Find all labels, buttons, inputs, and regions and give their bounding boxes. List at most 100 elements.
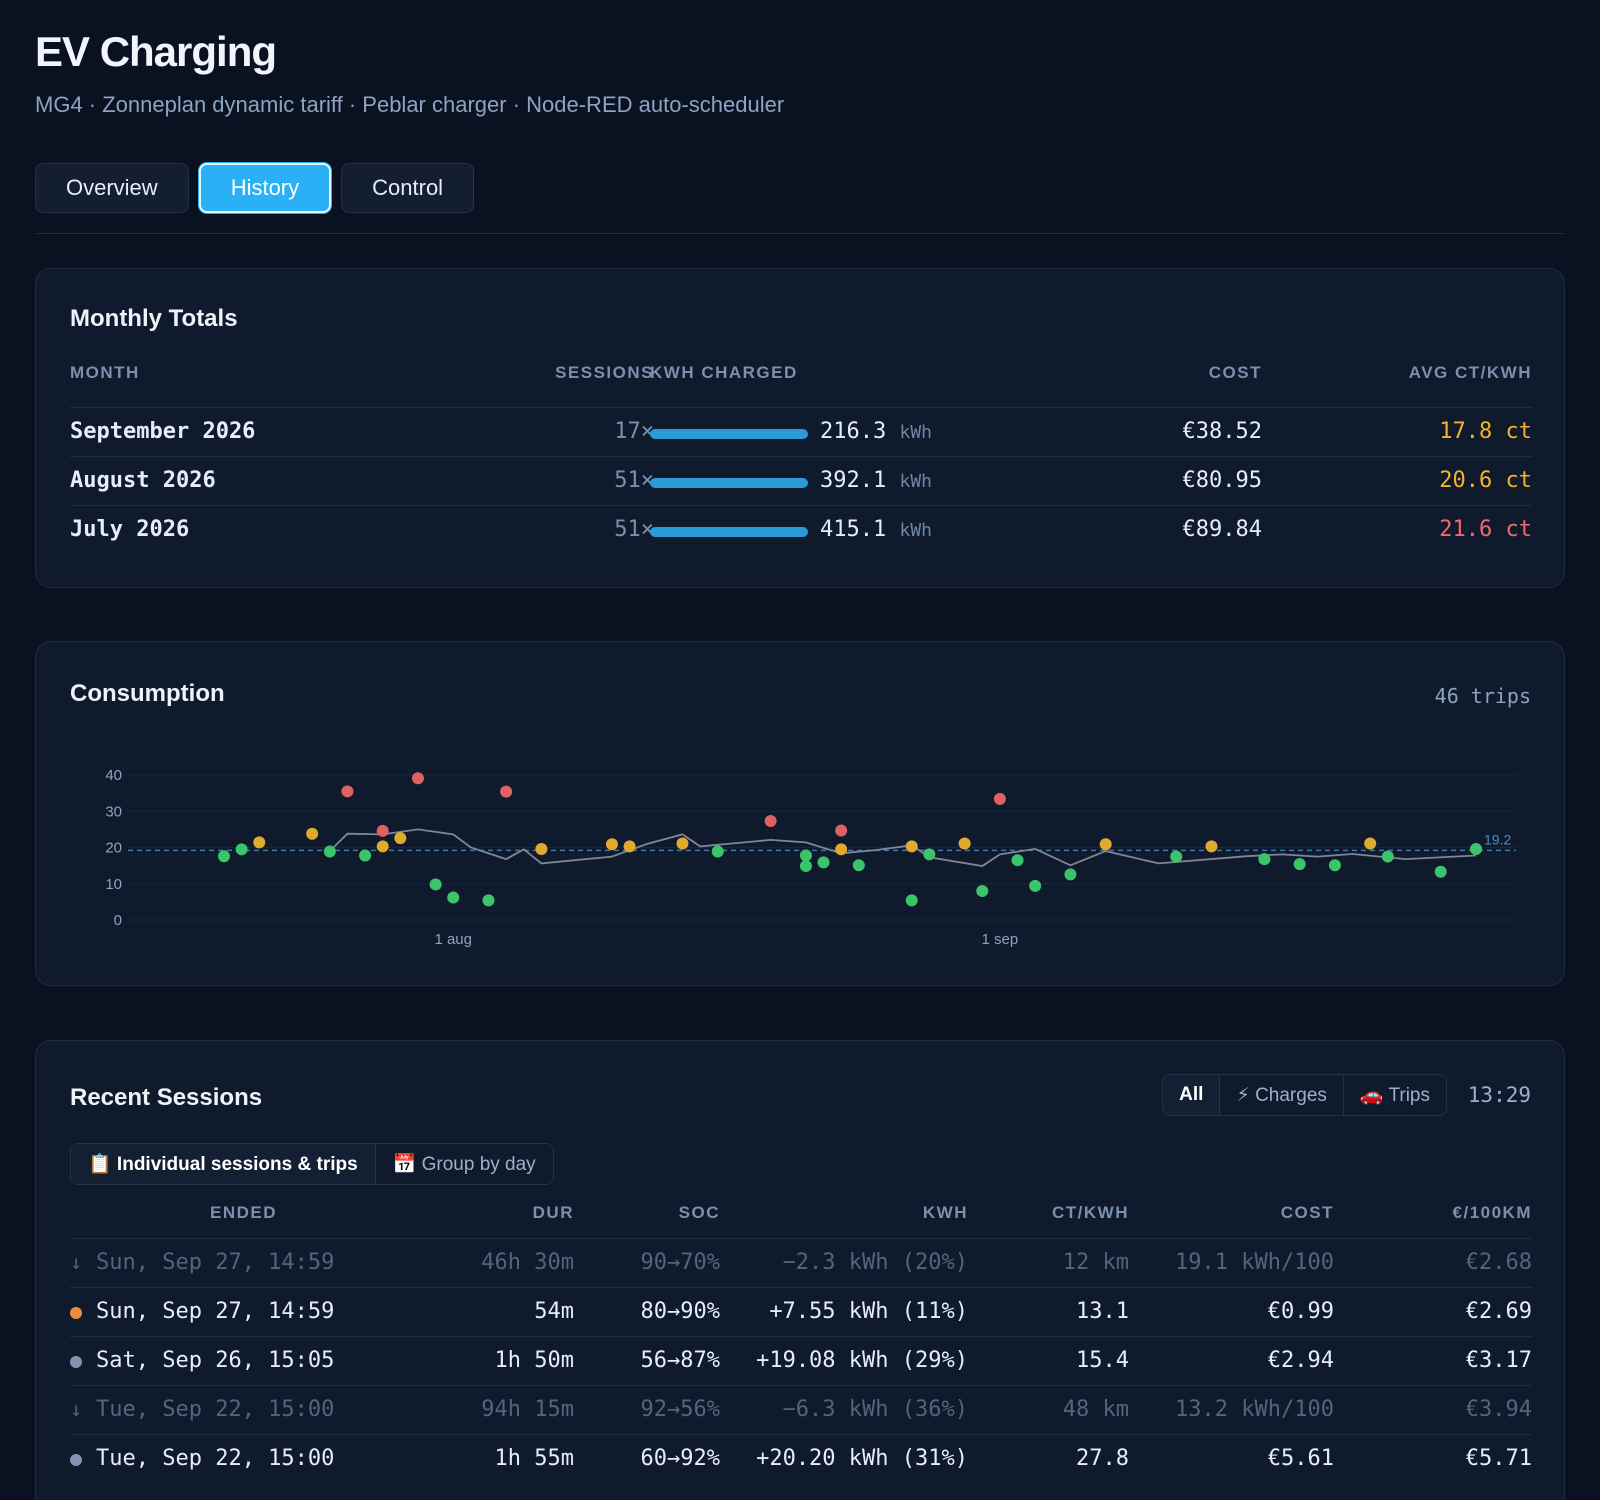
avg-cell: 20.6 ct xyxy=(1439,468,1532,493)
page-title: EV Charging xyxy=(35,28,277,75)
view-individual[interactable]: 📋 Individual sessions & trips xyxy=(71,1144,375,1184)
data-point xyxy=(1099,838,1112,851)
trip-row[interactable]: ↓ Tue, Sep 22, 15:00 94h 15m 92→56% −6.3 kWh… xyxy=(70,1385,1532,1434)
data-point xyxy=(958,837,971,850)
recent-sessions-card: Recent Sessions All ⚡ Charges 🚗 Trips 13… xyxy=(35,1040,1565,1500)
data-point xyxy=(923,848,936,861)
data-point xyxy=(306,827,319,840)
avg-cell: 21.6 ct xyxy=(1439,517,1532,542)
table-row[interactable]: September 2026 17× 216.3 kWh €38.52 17.8… xyxy=(70,407,1532,456)
kwh-cell: 415.1 kWh xyxy=(820,517,932,542)
data-point xyxy=(482,894,495,907)
kwh-cell: +7.55 kWh (11%) xyxy=(769,1299,968,1324)
data-point xyxy=(1293,858,1306,871)
dur-cell: 94h 15m xyxy=(481,1397,574,1422)
trip-count: 46 trips xyxy=(1434,684,1531,708)
tab-bar: Overview History Control xyxy=(35,163,475,213)
data-point xyxy=(447,891,460,904)
tab-overview[interactable]: Overview xyxy=(35,163,189,213)
dur-cell: 1h 50m xyxy=(494,1348,574,1373)
data-point xyxy=(1364,837,1377,850)
view-group-by-day[interactable]: 📅 Group by day xyxy=(374,1144,553,1184)
col-ended: ENDED xyxy=(210,1203,278,1222)
soc-cell: 90→70% xyxy=(640,1250,720,1275)
month-cell: July 2026 xyxy=(70,517,190,542)
data-point xyxy=(835,843,848,856)
cost-cell: €0.99 xyxy=(1267,1299,1334,1324)
data-point xyxy=(218,850,230,863)
data-point xyxy=(817,856,830,869)
data-point xyxy=(376,824,389,837)
data-point xyxy=(429,878,442,891)
ct-kwh-cell: 48 km xyxy=(1062,1397,1129,1422)
tab-control[interactable]: Control xyxy=(341,163,475,213)
consumption-title: Consumption xyxy=(70,680,225,707)
page-subtitle: MG4 · Zonneplan dynamic tariff · Peblar … xyxy=(35,92,785,117)
table-row[interactable]: August 2026 51× 392.1 kWh €80.95 20.6 ct xyxy=(70,456,1532,505)
data-point xyxy=(1170,850,1183,863)
col-cost: COST xyxy=(1208,363,1262,382)
kwh-cell: −2.3 kWh (20%) xyxy=(782,1250,968,1275)
header-divider xyxy=(35,233,1565,234)
data-point xyxy=(799,849,812,862)
data-point xyxy=(1258,853,1271,866)
arrow-down-icon: ↓ xyxy=(70,1250,83,1274)
data-point xyxy=(1011,854,1024,867)
ct-kwh-cell: 27.8 xyxy=(1076,1446,1129,1471)
sessions-cell: 17× xyxy=(614,419,654,444)
filter-trips[interactable]: 🚗 Trips xyxy=(1342,1075,1446,1115)
data-point xyxy=(764,815,777,828)
cost-cell: €80.95 xyxy=(1182,468,1262,493)
status-dot xyxy=(70,1454,82,1466)
session-filter: All ⚡ Charges 🚗 Trips xyxy=(1162,1074,1447,1116)
trip-row[interactable]: ↓ Sun, Sep 27, 14:59 46h 30m 90→70% −2.3 kWh… xyxy=(70,1238,1532,1287)
arrow-down-icon: ↓ xyxy=(70,1397,83,1421)
data-point xyxy=(376,840,389,853)
cost-cell: 19.1 kWh/100 xyxy=(1175,1250,1334,1275)
sessions-cell: 51× xyxy=(614,468,654,493)
data-point xyxy=(623,840,636,853)
session-row[interactable]: Tue, Sep 22, 15:00 1h 55m 60→92% +20.20 kWh… xyxy=(70,1434,1532,1483)
ended-cell: Sun, Sep 27, 14:59 xyxy=(96,1250,335,1275)
col-kwh-charged: KWH CHARGED xyxy=(650,363,798,382)
data-point xyxy=(253,836,266,849)
eur-per-100km-cell: €5.71 xyxy=(1465,1446,1532,1471)
data-point xyxy=(799,859,812,872)
col-avg-ct-kwh: AVG CT/KWH xyxy=(1408,363,1532,382)
monthly-totals-card: Monthly Totals MONTH SESSIONS KWH CHARGE… xyxy=(35,268,1565,588)
data-point xyxy=(500,785,513,798)
eur-per-100km-cell: €2.69 xyxy=(1465,1299,1532,1324)
col-ct-kwh: CT/KWH xyxy=(1052,1203,1129,1222)
y-tick-label: 30 xyxy=(105,803,122,820)
data-point xyxy=(535,842,548,855)
status-dot xyxy=(70,1307,82,1319)
filter-all[interactable]: All xyxy=(1163,1075,1220,1115)
ended-cell: Sun, Sep 27, 14:59 xyxy=(96,1299,335,1324)
kwh-cell: −6.3 kWh (36%) xyxy=(782,1397,968,1422)
dur-cell: 1h 55m xyxy=(494,1446,574,1471)
cost-cell: €5.61 xyxy=(1267,1446,1334,1471)
month-cell: September 2026 xyxy=(70,419,256,444)
data-point xyxy=(235,843,248,856)
session-row[interactable]: Sun, Sep 27, 14:59 54m 80→90% +7.55 kWh (11… xyxy=(70,1287,1532,1336)
soc-cell: 92→56% xyxy=(640,1397,720,1422)
soc-cell: 80→90% xyxy=(640,1299,720,1324)
data-point xyxy=(711,845,724,858)
col-soc: SOC xyxy=(678,1203,720,1222)
table-row[interactable]: July 2026 51× 415.1 kWh €89.84 21.6 ct xyxy=(70,505,1532,554)
ct-kwh-cell: 12 km xyxy=(1062,1250,1129,1275)
tab-history[interactable]: History xyxy=(198,163,332,213)
sessions-table-header: ENDED DUR SOC KWH CT/KWH COST €/100KM xyxy=(70,1203,1532,1238)
x-tick-label: 1 sep xyxy=(982,931,1019,948)
data-point xyxy=(993,792,1006,805)
kwh-cell: +19.08 kWh (29%) xyxy=(756,1348,968,1373)
filter-charges[interactable]: ⚡ Charges xyxy=(1219,1075,1343,1115)
session-row[interactable]: Sat, Sep 26, 15:05 1h 50m 56→87% +19.08 kWh… xyxy=(70,1336,1532,1385)
data-point xyxy=(1064,868,1077,881)
y-tick-label: 0 xyxy=(114,912,122,929)
col-kwh: KWH xyxy=(922,1203,968,1222)
data-point xyxy=(411,772,424,785)
data-point xyxy=(852,859,865,872)
kwh-bar xyxy=(650,478,808,488)
soc-cell: 56→87% xyxy=(640,1348,720,1373)
